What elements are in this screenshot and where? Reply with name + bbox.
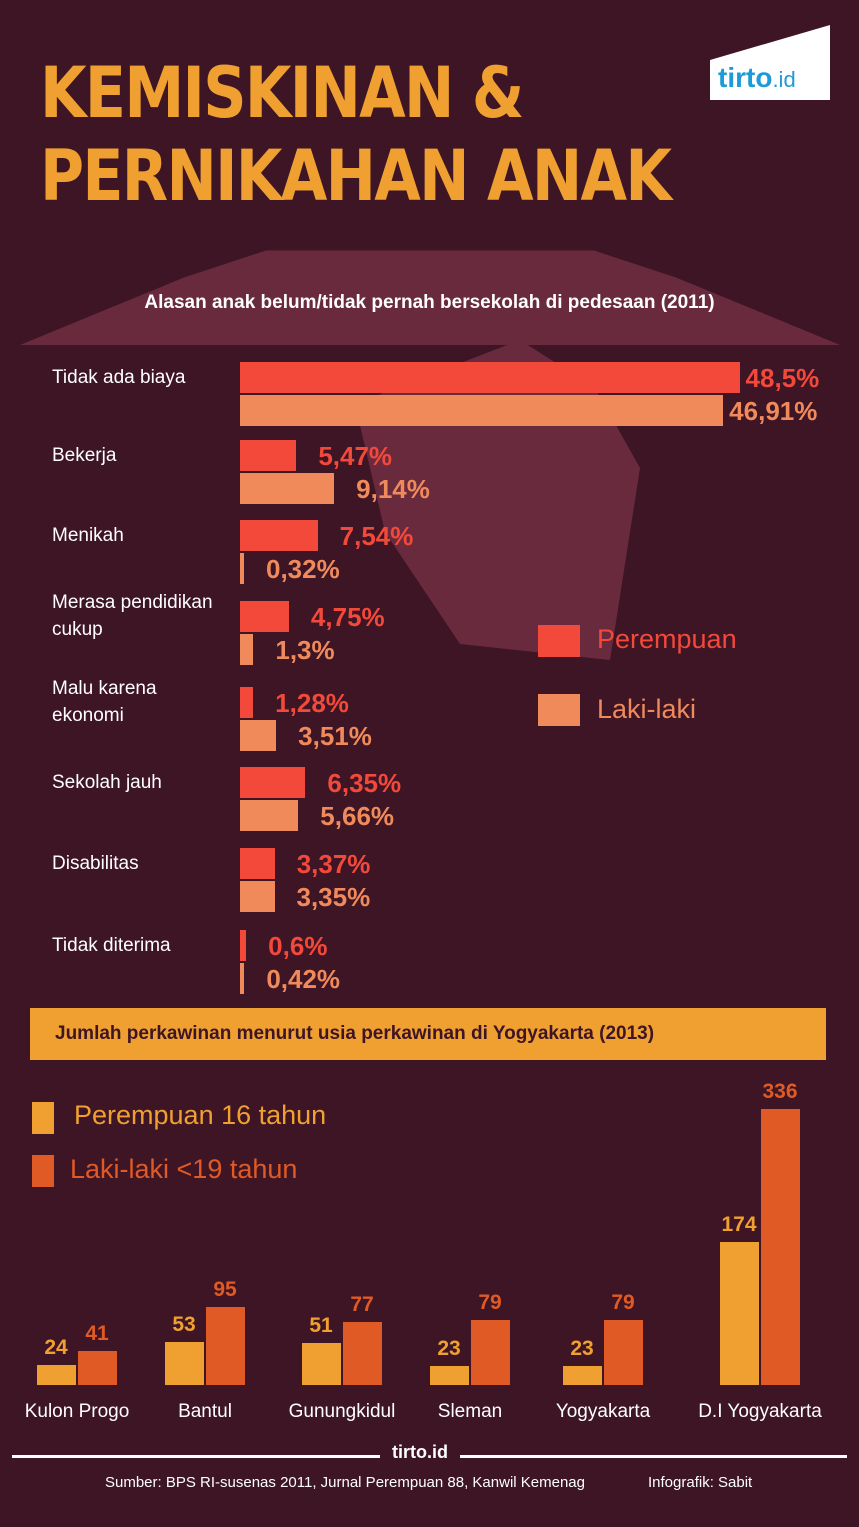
bar-laki19	[343, 1321, 382, 1385]
value-label: 174	[721, 1213, 757, 1237]
value-label: 3,51%	[298, 721, 372, 751]
value-label: 79	[478, 1291, 502, 1315]
value-label: 53	[172, 1312, 196, 1336]
legend-swatch-laki19	[32, 1155, 54, 1187]
legend-swatch-perempuan	[538, 625, 580, 657]
ship-illustration	[20, 250, 840, 345]
value-label: 95	[213, 1278, 237, 1302]
bar-perempuan16	[430, 1366, 469, 1385]
value-label: 3,37%	[296, 849, 371, 879]
region-label: D.I Yogyakarta	[698, 1401, 822, 1422]
value-label: 41	[85, 1322, 109, 1346]
value-label: 51	[309, 1314, 333, 1338]
bar-laki	[240, 473, 335, 504]
region-label: Sleman	[437, 1401, 503, 1422]
category-label: Merasa pendidikan cukup	[52, 592, 213, 640]
value-label: 5,47%	[318, 441, 393, 471]
value-label: 7,54%	[339, 521, 414, 551]
value-label: 0,32%	[266, 554, 340, 584]
bar-perempuan16	[165, 1341, 204, 1385]
category-label: Menikah	[52, 525, 124, 546]
bar-perempuan	[240, 848, 275, 879]
source-text: Sumber: BPS RI-susenas 2011, Jurnal Pere…	[105, 1474, 585, 1491]
value-label: 0,6%	[268, 931, 328, 961]
legend-label-perempuan: Perempuan	[597, 624, 737, 654]
bar-laki	[240, 881, 275, 912]
bar-perempuan	[240, 440, 297, 471]
bar-laki	[240, 553, 244, 584]
bar-perempuan16	[37, 1365, 76, 1385]
value-label: 1,28%	[275, 688, 349, 718]
chart2-title: Jumlah perkawinan menurut usia perkawina…	[30, 1008, 826, 1060]
bar-laki	[240, 634, 254, 665]
value-label: 336	[762, 1080, 798, 1104]
value-label: 48,5%	[745, 363, 820, 393]
value-label: 9,14%	[356, 474, 430, 504]
chart1-title: Alasan anak belum/tidak pernah bersekola…	[144, 292, 715, 313]
region-label: Kulon Progo	[24, 1401, 130, 1422]
bar-laki19	[471, 1320, 510, 1385]
bar-perempuan	[240, 520, 318, 551]
bar-laki	[240, 800, 299, 831]
title-line-1: KEMISKINAN &	[40, 52, 524, 134]
value-label: 23	[570, 1337, 594, 1361]
category-label: Disabilitas	[52, 853, 139, 874]
credit-text: Infografik: Sabit	[648, 1474, 753, 1491]
value-label: 5,66%	[320, 801, 395, 831]
category-label: Tidak ada biaya	[52, 367, 186, 388]
category-label: Tidak diterima	[52, 935, 171, 956]
category-label: Sekolah jauh	[52, 772, 162, 793]
bar-perempuan	[240, 362, 740, 393]
value-label: 77	[350, 1292, 374, 1316]
value-label: 1,3%	[275, 635, 335, 665]
bar-laki19	[761, 1109, 800, 1385]
value-label: 4,75%	[310, 602, 385, 632]
legend-swatch-laki	[538, 694, 580, 726]
bar-perempuan16	[302, 1343, 341, 1385]
bar-laki	[240, 395, 724, 426]
bar-perempuan16	[720, 1242, 759, 1385]
bar-laki19	[78, 1351, 117, 1385]
category-label: Bekerja	[52, 445, 117, 466]
bar-perempuan	[240, 930, 247, 961]
value-label: 0,42%	[266, 964, 341, 994]
region-label: Yogyakarta	[555, 1401, 651, 1422]
value-label: 3,35%	[296, 882, 371, 912]
value-label: 23	[437, 1337, 461, 1361]
bar-perempuan16	[563, 1366, 602, 1385]
region-label: Bantul	[178, 1401, 232, 1422]
tirto-logo: tirto.id	[710, 25, 830, 105]
value-label: 24	[44, 1336, 68, 1360]
footer-logo: tirto.id	[380, 1442, 460, 1463]
value-label: 6,35%	[327, 768, 402, 798]
bar-perempuan	[240, 767, 306, 798]
legend-label-perempuan16: Perempuan 16 tahun	[74, 1100, 327, 1130]
title-line-2: PERNIKAHAN ANAK	[40, 135, 672, 217]
bar-perempuan	[240, 601, 289, 632]
legend-label-laki: Laki-laki	[597, 694, 697, 724]
bar-laki19	[206, 1307, 245, 1385]
bar-laki19	[604, 1320, 643, 1385]
region-label: Gunungkidul	[288, 1401, 396, 1422]
value-label: 79	[611, 1291, 635, 1315]
category-label: Malu karena ekonomi	[52, 678, 157, 726]
legend-swatch-perempuan16	[32, 1102, 54, 1134]
bar-laki	[240, 963, 245, 994]
svg-text:tirto.id: tirto.id	[718, 62, 796, 93]
value-label: 46,91%	[729, 396, 818, 426]
bar-perempuan	[240, 687, 254, 718]
bar-laki	[240, 720, 277, 751]
legend-label-laki19: Laki-laki <19 tahun	[70, 1154, 298, 1184]
